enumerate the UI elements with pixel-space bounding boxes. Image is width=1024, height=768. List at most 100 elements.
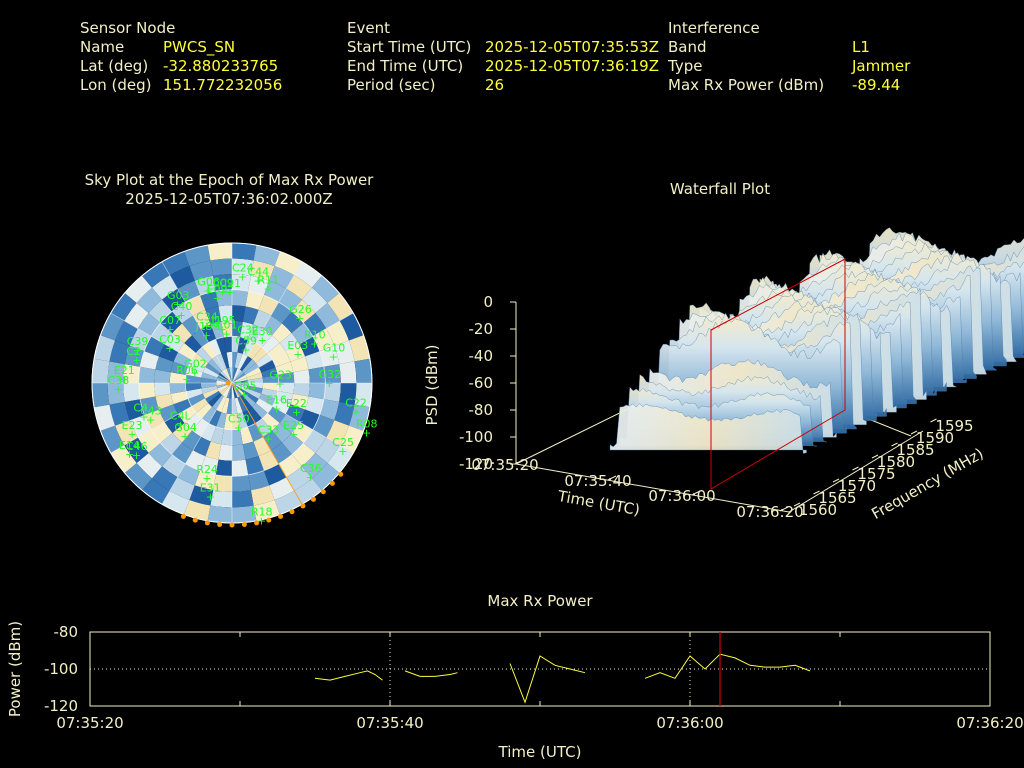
max-power-line xyxy=(509,655,586,704)
sky-cell xyxy=(154,369,171,383)
sky-cell xyxy=(124,437,149,463)
satellite-label: C4L xyxy=(170,410,192,423)
sky-cell xyxy=(192,329,209,348)
sky-cell xyxy=(210,321,224,340)
satellite-label: C34 xyxy=(196,311,218,324)
satellite-marker: + xyxy=(264,432,273,445)
satellite-label: C4 xyxy=(133,401,148,414)
jammer-marker xyxy=(310,496,316,502)
sky-cell xyxy=(246,385,263,394)
sky-cell xyxy=(202,342,217,360)
waterfall-y-tick-label: 1565 xyxy=(818,489,856,507)
sky-cell xyxy=(262,374,279,383)
satellite: +C33 xyxy=(258,423,280,445)
waterfall-x-tick xyxy=(607,475,617,481)
waterfall-y-tick-label: 1595 xyxy=(935,417,973,435)
max-power-y-tick-label: -120 xyxy=(44,697,78,715)
sky-cell xyxy=(326,320,349,346)
sky-cell xyxy=(258,359,276,373)
sky-cell xyxy=(275,391,294,405)
waterfall-surface xyxy=(609,227,1024,490)
sky-cell xyxy=(232,258,254,276)
sky-cell xyxy=(255,418,272,437)
sky-cell xyxy=(218,383,232,393)
satellite-marker: + xyxy=(293,348,302,361)
sky-cell xyxy=(261,367,278,378)
waterfall-title: Waterfall Plot xyxy=(669,180,771,198)
sky-cell xyxy=(226,383,232,399)
sky-cell xyxy=(253,436,271,457)
satellite: +E31 xyxy=(200,481,221,503)
waterfall-z-label: PSD (dBm) xyxy=(423,344,441,425)
sky-cell xyxy=(232,383,246,393)
jammer-marker xyxy=(254,520,260,526)
sky-cell xyxy=(308,383,326,400)
satellite-marker: + xyxy=(338,445,347,458)
sky-cell xyxy=(232,383,235,399)
sky-cell xyxy=(115,320,138,346)
sky-cell xyxy=(286,466,312,491)
jammer-marker xyxy=(229,522,235,528)
sky-cell xyxy=(277,372,295,383)
sky-cell xyxy=(293,383,310,397)
satellite-label: J195 xyxy=(210,314,235,327)
satellite: +C03 xyxy=(159,333,181,355)
sky-cell xyxy=(243,390,259,403)
sky-cell xyxy=(229,383,232,399)
satellite: +C59 xyxy=(235,335,257,357)
sky-cell xyxy=(160,432,183,455)
sky-cell xyxy=(240,321,254,340)
sky-cell xyxy=(247,423,264,442)
sky-cell xyxy=(232,398,238,415)
sky-cell xyxy=(274,490,302,515)
sky-cell xyxy=(232,367,235,383)
sky-cell xyxy=(234,352,243,369)
satellite-marker: + xyxy=(362,427,371,440)
sky-cell xyxy=(232,459,249,477)
satellite: +G02 xyxy=(184,357,207,379)
satellite-marker: + xyxy=(173,298,182,311)
satellite-label: E23 xyxy=(122,419,143,432)
satellite-marker: + xyxy=(257,515,266,528)
sky-cell xyxy=(221,320,232,338)
satellite: +C32 xyxy=(237,324,259,346)
sky-cell xyxy=(242,339,256,357)
sky-cell xyxy=(232,373,246,383)
sky-cell xyxy=(339,383,357,405)
waterfall-y-tick-label: 1570 xyxy=(838,477,876,495)
sky-cell xyxy=(312,328,335,352)
sky-cell xyxy=(234,397,243,414)
sky-cell xyxy=(142,261,170,288)
event-start-value: 2025-12-05T07:35:53Z xyxy=(485,38,659,56)
sky-cell xyxy=(232,383,248,386)
satellite-label: C40 xyxy=(171,300,193,313)
satellite: +C2 xyxy=(126,345,141,367)
sky-cell xyxy=(250,260,275,281)
sky-cell xyxy=(184,499,211,521)
sky-cell xyxy=(237,396,248,413)
sky-cell xyxy=(215,289,232,307)
max-power-x-tick-label: 07:35:40 xyxy=(356,714,423,732)
sky-cell xyxy=(170,361,189,375)
jammer-marker xyxy=(338,471,344,477)
jammer-marker xyxy=(204,520,210,526)
sky-cell xyxy=(223,413,232,430)
sky-cell xyxy=(172,323,193,344)
satellite: +G05 xyxy=(234,380,257,402)
satellite-marker: + xyxy=(225,286,234,299)
waterfall-y-tick xyxy=(930,418,937,423)
sky-cell xyxy=(232,351,238,368)
sky-cell xyxy=(200,423,217,442)
sky-cell xyxy=(279,333,300,352)
max-power-y-tick-label: -80 xyxy=(54,623,79,641)
sensor-position-marker xyxy=(225,380,231,386)
sensor-lon-value: 151.772232056 xyxy=(163,76,283,94)
sky-cell xyxy=(110,445,137,473)
sky-cell xyxy=(152,275,178,300)
sky-azimuth-line xyxy=(110,382,233,454)
sky-cell xyxy=(250,485,275,506)
sky-cell xyxy=(200,324,217,343)
jammer-marker xyxy=(289,509,295,515)
sky-cell xyxy=(241,392,256,407)
satellite-marker: + xyxy=(202,320,211,333)
